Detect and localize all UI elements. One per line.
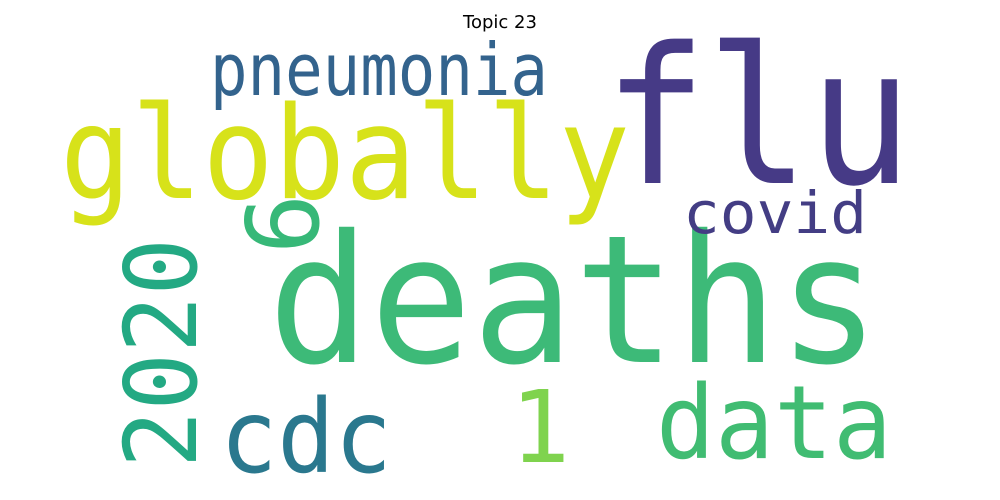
word-1: 1 bbox=[510, 369, 570, 486]
word-globally: globally bbox=[60, 80, 630, 229]
word-cdc: cdc bbox=[220, 378, 392, 497]
word-6: 6 bbox=[225, 194, 342, 254]
word-flu: flu bbox=[604, 7, 912, 228]
chart-title: Topic 23 bbox=[463, 12, 537, 33]
word-pneumonia: pneumonia bbox=[210, 28, 548, 112]
word-deaths: deaths bbox=[268, 197, 880, 404]
word-2020: 2020 bbox=[103, 238, 220, 468]
word-covid: covid bbox=[683, 179, 867, 247]
word-data: data bbox=[656, 364, 892, 483]
